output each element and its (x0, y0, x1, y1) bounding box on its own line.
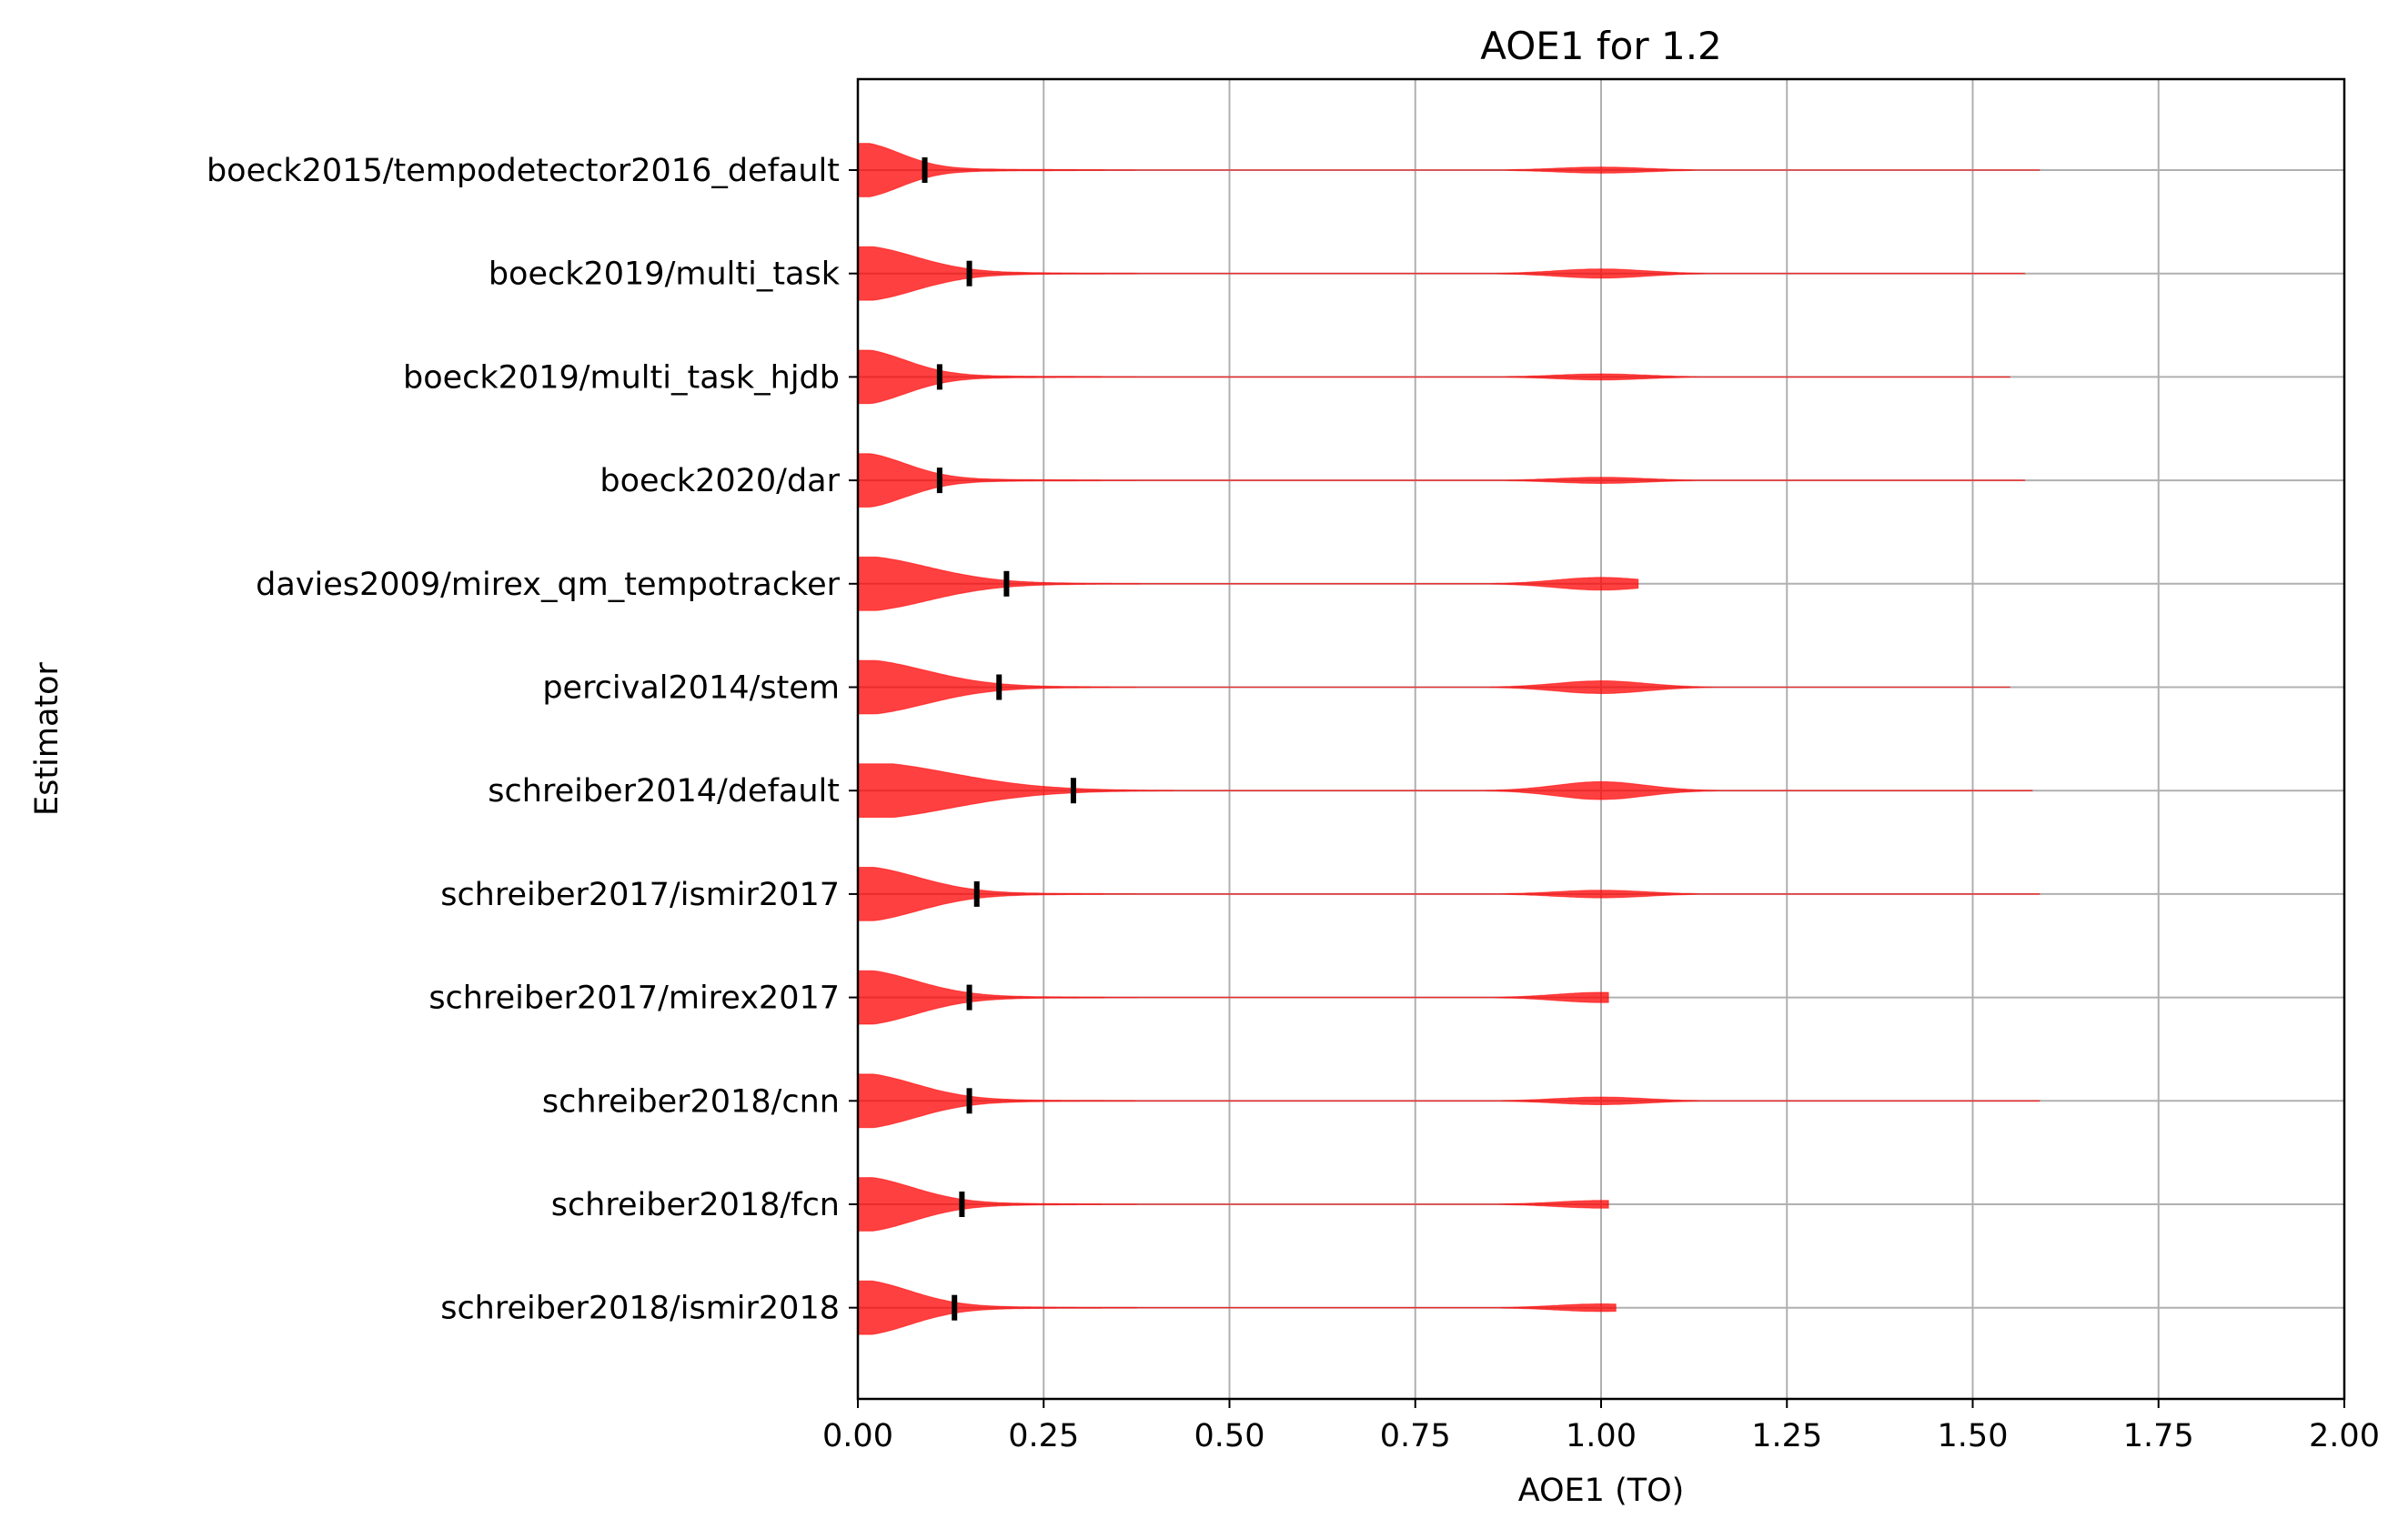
y-tick-label: boeck2015/tempodetector2016_default (207, 153, 840, 189)
violin-shape (857, 1280, 1617, 1335)
x-tick-label: 0.25 (1008, 1418, 1079, 1454)
x-tick-label: 0.00 (822, 1418, 893, 1454)
median-layer (922, 157, 1076, 1321)
y-tick-label: schreiber2014/default (488, 773, 840, 810)
violin-shape (857, 970, 1609, 1025)
x-tick-label: 1.75 (2123, 1418, 2194, 1454)
x-tick-label: 1.50 (1938, 1418, 2009, 1454)
violin-shape (857, 1073, 2040, 1129)
chart-title: AOE1 for 1.2 (1480, 24, 1722, 68)
x-tick-label: 0.75 (1380, 1418, 1451, 1454)
violin-shape (857, 453, 2026, 508)
violin-shape (857, 349, 2010, 405)
violin-shape (857, 659, 2010, 715)
y-axis-label: Estimator (29, 661, 65, 815)
violin-shape (857, 763, 2033, 819)
violin-shape (857, 143, 2040, 197)
y-tick-label: schreiber2018/cnn (542, 1083, 840, 1120)
violin-shape (857, 867, 2040, 921)
violin-shape (857, 556, 1639, 611)
y-tick-label: schreiber2017/ismir2017 (440, 877, 840, 913)
y-tick-label: boeck2019/multi_task_hjdb (403, 359, 840, 396)
x-tick-label: 1.25 (1751, 1418, 1822, 1454)
x-tick-label: 0.50 (1194, 1418, 1265, 1454)
y-tick-label: boeck2020/dar (599, 463, 840, 499)
y-tick-label: boeck2019/multi_task (489, 257, 841, 293)
y-tick-label: davies2009/mirex_qm_tempotracker (256, 567, 840, 603)
x-axis-ticks: 0.00 0.25 0.50 0.75 1.00 1.25 1.50 1.75 2.00 (822, 1399, 2380, 1454)
y-tick-label: schreiber2018/fcn (551, 1187, 840, 1223)
y-axis-ticks: boeck2015/tempodetector2016_defaultboeck… (207, 153, 858, 1327)
violin-shape (857, 246, 2026, 301)
y-tick-label: schreiber2018/ismir2018 (440, 1291, 840, 1327)
x-axis-label: AOE1 (TO) (1518, 1473, 1685, 1509)
violin-shape (857, 1177, 1609, 1232)
x-tick-label: 1.00 (1566, 1418, 1637, 1454)
y-tick-label: percival2014/stem (542, 670, 840, 707)
x-tick-label: 2.00 (2309, 1418, 2380, 1454)
y-tick-label: schreiber2017/mirex2017 (428, 981, 840, 1017)
violin-layer (857, 143, 2040, 1335)
